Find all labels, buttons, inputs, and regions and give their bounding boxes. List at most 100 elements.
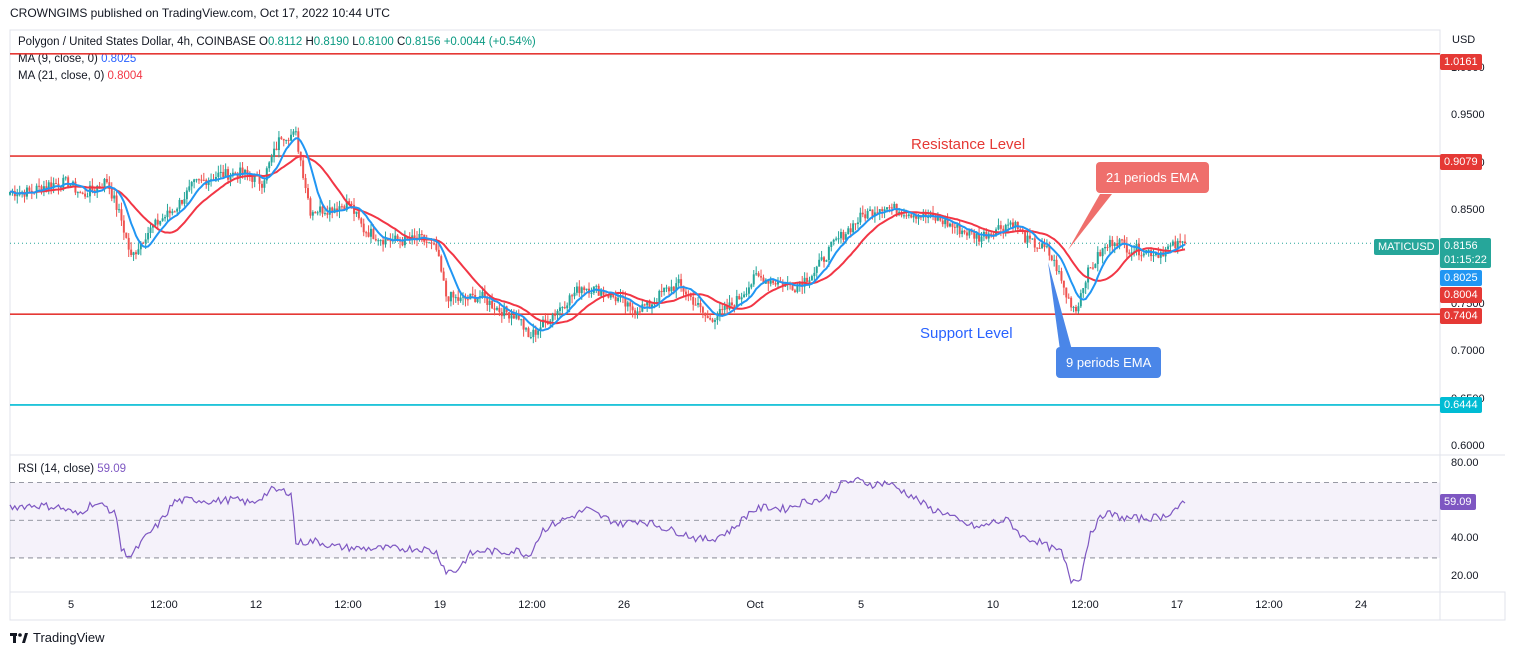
candle-body [1108, 239, 1111, 248]
candle-body [609, 293, 612, 298]
candle-body [912, 215, 915, 218]
candle-body [612, 293, 615, 297]
currency-label[interactable]: USD [1452, 34, 1476, 46]
candle-body [936, 216, 939, 221]
candle-body [580, 287, 583, 294]
candle-body [1014, 221, 1017, 228]
candle-body [793, 290, 796, 292]
candle-body [45, 186, 48, 189]
candle-body [861, 212, 864, 215]
candle-body [660, 290, 663, 293]
time-tick-label: 12:00 [150, 599, 178, 611]
candle-body [93, 190, 96, 192]
candle-body [181, 199, 184, 204]
ma21-row[interactable]: MA (21, close, 0) 0.8004 [18, 68, 536, 85]
candle-body [859, 212, 862, 223]
candle-body [997, 225, 1000, 230]
candle-body [648, 300, 651, 308]
symbol-label[interactable]: Polygon / United States Dollar, 4h, COIN… [18, 36, 256, 48]
candle-body [675, 283, 678, 291]
candle-body [1026, 235, 1029, 243]
candle-body [9, 191, 11, 195]
candle-body [961, 230, 964, 235]
candle-body [389, 240, 392, 242]
candle-body [1121, 239, 1124, 241]
candle-body [367, 232, 370, 237]
candle-body [30, 190, 33, 192]
candle-body [224, 169, 227, 178]
candle-body [776, 281, 779, 285]
candle-body [495, 307, 498, 310]
candle-body [260, 183, 263, 188]
candle-body [699, 303, 702, 308]
candle-body [917, 215, 920, 219]
candle-body [355, 211, 358, 214]
candle-body [35, 185, 38, 193]
price-tick-label: 0.7000 [1451, 345, 1485, 358]
candle-body [1060, 271, 1063, 281]
candle-body [273, 148, 276, 157]
candle-body [244, 169, 246, 174]
candle-body [493, 308, 496, 310]
candle-body [634, 310, 637, 314]
candle-body [658, 290, 661, 302]
candle-body [178, 199, 181, 209]
candle-body [156, 219, 159, 225]
candle-body [498, 307, 501, 312]
candle-body [791, 285, 794, 291]
candle-body [81, 192, 84, 194]
candle-body [740, 297, 743, 300]
candle-body [1041, 243, 1044, 249]
candle-body [1072, 306, 1075, 308]
c-value: 0.8156 [405, 36, 441, 48]
candle-body [132, 252, 135, 256]
candle-body [185, 190, 188, 200]
candle-body [551, 314, 554, 321]
support-level-label: Support Level [920, 325, 1013, 342]
candle-body [932, 213, 935, 217]
candle-body [864, 214, 867, 219]
ema21-callout: 21 periods EMA [1096, 162, 1209, 193]
last-price-tag: 0.8156 01:15:22 [1440, 238, 1491, 268]
candle-body [202, 179, 205, 181]
ma9-line [9, 137, 1186, 332]
candle-body [978, 233, 981, 242]
candle-body [808, 280, 811, 282]
candle-body [806, 277, 809, 282]
candle-body [62, 177, 65, 189]
candle-body [435, 243, 438, 250]
candle-body [801, 283, 804, 287]
candle-body [251, 176, 254, 182]
candle-body [488, 300, 491, 305]
ohlc-row: Polygon / United States Dollar, 4h, COIN… [18, 34, 536, 51]
level-tag-s2: 0.6444 [1440, 397, 1482, 413]
candle-body [365, 232, 368, 234]
rsi-tick-label: 40.00 [1451, 532, 1479, 545]
candle-body [1084, 282, 1087, 289]
candle-body [827, 246, 830, 261]
candle-body [774, 283, 777, 285]
o-label: O [259, 36, 268, 48]
candle-body [999, 225, 1002, 229]
candle-body [314, 212, 317, 214]
candle-body [595, 285, 598, 287]
candle-body [556, 310, 559, 316]
candle-body [343, 206, 346, 211]
candle-body [772, 280, 775, 284]
candle-body [1036, 247, 1039, 249]
candle-body [1087, 267, 1090, 283]
candle-body [1171, 241, 1174, 246]
ma9-row[interactable]: MA (9, close, 0) 0.8025 [18, 51, 536, 68]
candle-body [103, 178, 106, 188]
level-tag-r1: 1.0161 [1440, 54, 1482, 70]
candle-body [905, 215, 908, 217]
candle-body [575, 286, 578, 293]
rsi-legend[interactable]: RSI (14, close) 59.09 [18, 463, 126, 475]
candle-body [164, 217, 167, 219]
candle-body [253, 175, 256, 182]
tradingview-brand[interactable]: TradingView [10, 630, 105, 645]
candle-body [236, 174, 239, 178]
candle-body [847, 228, 850, 235]
candle-body [139, 242, 142, 250]
